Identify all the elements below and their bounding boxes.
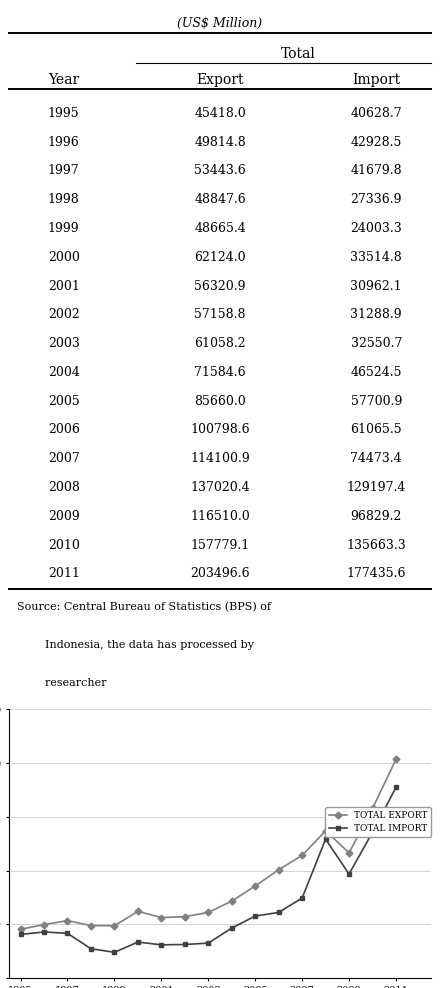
Text: 2003: 2003: [48, 337, 80, 350]
Text: Source: Central Bureau of Statistics (BPS) of: Source: Central Bureau of Statistics (BP…: [17, 602, 271, 613]
Text: 2007: 2007: [48, 453, 80, 465]
Text: 32550.7: 32550.7: [351, 337, 402, 350]
Text: 61065.5: 61065.5: [351, 424, 402, 437]
Text: 24003.3: 24003.3: [350, 222, 402, 235]
Text: 1997: 1997: [48, 164, 80, 178]
Text: 49814.8: 49814.8: [194, 135, 246, 148]
Text: 96829.2: 96829.2: [351, 510, 402, 523]
Text: 2011: 2011: [48, 567, 80, 580]
Text: 1996: 1996: [48, 135, 80, 148]
Text: 114100.9: 114100.9: [190, 453, 250, 465]
Text: 2004: 2004: [48, 366, 80, 378]
Text: Export: Export: [196, 73, 244, 87]
Text: 100798.6: 100798.6: [190, 424, 250, 437]
Text: 33514.8: 33514.8: [350, 251, 402, 264]
Text: 40628.7: 40628.7: [351, 107, 402, 120]
Text: 2000: 2000: [48, 251, 80, 264]
Text: 2006: 2006: [48, 424, 80, 437]
Text: 31288.9: 31288.9: [351, 308, 402, 321]
Text: 53443.6: 53443.6: [194, 164, 246, 178]
Text: 42928.5: 42928.5: [351, 135, 402, 148]
Text: 157779.1: 157779.1: [191, 538, 249, 551]
Text: 2008: 2008: [48, 481, 80, 494]
Text: 203496.6: 203496.6: [190, 567, 250, 580]
Text: 129197.4: 129197.4: [347, 481, 406, 494]
Text: 116510.0: 116510.0: [190, 510, 250, 523]
Text: Total: Total: [281, 47, 315, 61]
Text: 2005: 2005: [48, 394, 80, 408]
Text: 2009: 2009: [48, 510, 80, 523]
Text: 57158.8: 57158.8: [194, 308, 246, 321]
Text: 48847.6: 48847.6: [194, 194, 246, 206]
Text: 1995: 1995: [48, 107, 80, 120]
Text: 1998: 1998: [48, 194, 80, 206]
Legend: TOTAL EXPORT, TOTAL IMPORT: TOTAL EXPORT, TOTAL IMPORT: [325, 807, 431, 837]
Text: 135663.3: 135663.3: [346, 538, 406, 551]
Text: (US$ Million): (US$ Million): [177, 17, 263, 30]
Text: 45418.0: 45418.0: [194, 107, 246, 120]
Text: 30962.1: 30962.1: [351, 280, 402, 292]
Text: 56320.9: 56320.9: [194, 280, 246, 292]
Text: Indonesia, the data has processed by: Indonesia, the data has processed by: [17, 640, 254, 650]
Text: 46524.5: 46524.5: [351, 366, 402, 378]
Text: 2001: 2001: [48, 280, 80, 292]
Text: 1999: 1999: [48, 222, 80, 235]
Text: 27336.9: 27336.9: [351, 194, 402, 206]
Text: 57700.9: 57700.9: [351, 394, 402, 408]
Text: Year: Year: [48, 73, 79, 87]
Text: Import: Import: [352, 73, 400, 87]
Text: 62124.0: 62124.0: [194, 251, 246, 264]
Text: 71584.6: 71584.6: [194, 366, 246, 378]
Text: 2002: 2002: [48, 308, 80, 321]
Text: 74473.4: 74473.4: [351, 453, 402, 465]
Text: researcher: researcher: [17, 678, 107, 688]
Text: 61058.2: 61058.2: [194, 337, 246, 350]
Text: 41679.8: 41679.8: [351, 164, 402, 178]
Text: 137020.4: 137020.4: [190, 481, 250, 494]
Text: 2010: 2010: [48, 538, 80, 551]
Text: 177435.6: 177435.6: [347, 567, 406, 580]
Text: 85660.0: 85660.0: [194, 394, 246, 408]
Text: 48665.4: 48665.4: [194, 222, 246, 235]
